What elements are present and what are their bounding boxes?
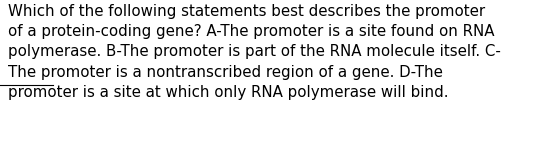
Text: Which of the following statements best describes the promoter
of a protein-codin: Which of the following statements best d… [8, 4, 501, 100]
